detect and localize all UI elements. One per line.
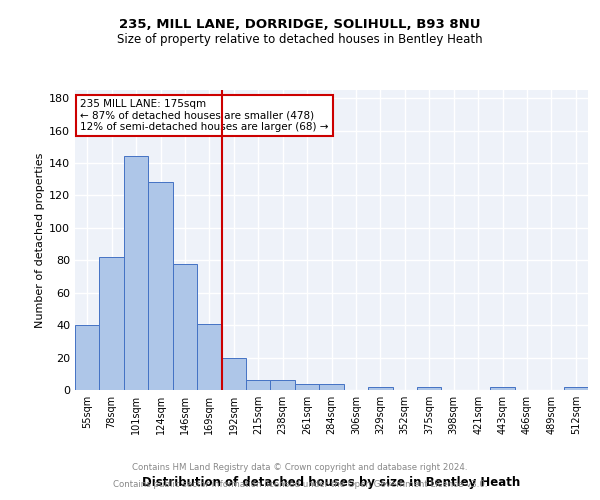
Text: Contains HM Land Registry data © Crown copyright and database right 2024.: Contains HM Land Registry data © Crown c… [132, 464, 468, 472]
Text: Contains public sector information licensed under the Open Government Licence v3: Contains public sector information licen… [113, 480, 487, 489]
Text: 235 MILL LANE: 175sqm
← 87% of detached houses are smaller (478)
12% of semi-det: 235 MILL LANE: 175sqm ← 87% of detached … [80, 99, 329, 132]
Bar [271, 380, 295, 390]
Text: Size of property relative to detached houses in Bentley Heath: Size of property relative to detached ho… [117, 32, 483, 46]
Bar [221, 358, 246, 390]
Bar [417, 387, 442, 390]
Bar [173, 264, 197, 390]
Bar [490, 387, 515, 390]
Bar [148, 182, 173, 390]
Bar [295, 384, 319, 390]
X-axis label: Distribution of detached houses by size in Bentley Heath: Distribution of detached houses by size … [142, 476, 521, 489]
Text: 235, MILL LANE, DORRIDGE, SOLIHULL, B93 8NU: 235, MILL LANE, DORRIDGE, SOLIHULL, B93 … [119, 18, 481, 30]
Bar [563, 387, 588, 390]
Bar [368, 387, 392, 390]
Bar [246, 380, 271, 390]
Bar [319, 384, 344, 390]
Bar [75, 325, 100, 390]
Bar [100, 257, 124, 390]
Bar [124, 156, 148, 390]
Bar [197, 324, 221, 390]
Y-axis label: Number of detached properties: Number of detached properties [35, 152, 45, 328]
